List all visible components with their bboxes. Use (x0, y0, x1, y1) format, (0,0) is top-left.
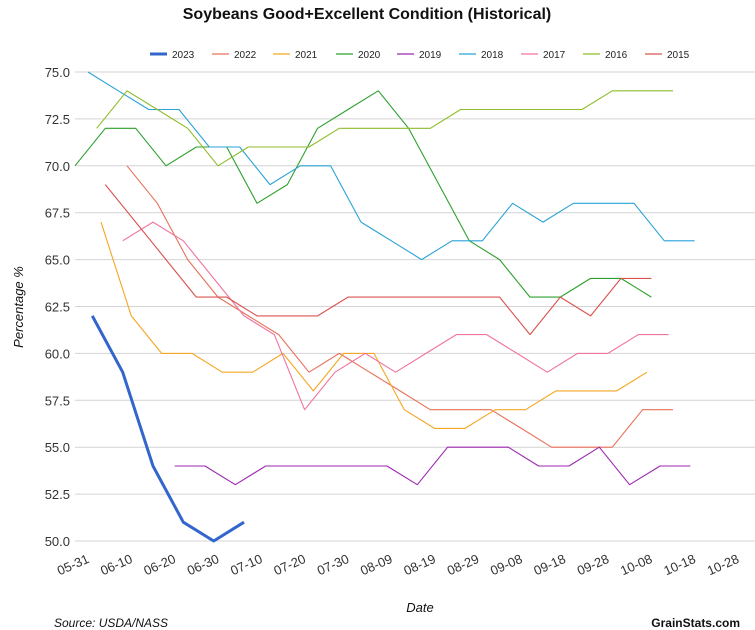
x-tick-label: 07-10 (228, 551, 264, 578)
x-tick-label: 08-19 (401, 551, 437, 578)
series-lines (74, 71, 695, 543)
x-tick-label: 06-30 (185, 551, 221, 578)
x-axis-label: Date (406, 600, 433, 615)
legend-label-2015: 2015 (667, 50, 690, 61)
x-tick-label: 06-10 (98, 551, 134, 578)
chart-title: Soybeans Good+Excellent Condition (Histo… (183, 6, 552, 23)
x-tick-label: 07-20 (271, 551, 307, 578)
source-note: Source: USDA/NASS (54, 616, 168, 630)
y-tick-label: 65.0 (45, 253, 70, 268)
series-line-2016 (96, 90, 673, 167)
x-tick-label: 06-20 (141, 551, 177, 578)
series-line-2015 (104, 184, 652, 336)
x-tick-label: 10-28 (705, 551, 741, 578)
y-tick-label: 57.5 (45, 393, 70, 408)
series-line-2019 (174, 446, 691, 486)
x-tick-label: 08-29 (445, 551, 481, 578)
series-line-2020 (74, 90, 652, 298)
y-tick-label: 70.0 (45, 159, 70, 174)
brand-label: GrainStats.com (651, 616, 740, 630)
series-line-2021 (100, 221, 648, 429)
y-tick-label: 67.5 (45, 206, 70, 221)
legend: 2023 2022 2021 2020 2019 2018 2017 2016 2015 (150, 50, 690, 61)
y-axis-ticks: 50.0 52.5 55.0 57.5 60.0 62.5 65.0 67.5 70.0 72.5… (45, 65, 70, 549)
y-tick-label: 75.0 (45, 65, 70, 80)
y-tick-label: 50.0 (45, 534, 70, 549)
legend-label-2016: 2016 (605, 50, 628, 61)
series-line-2023 (90, 315, 245, 543)
x-tick-label: 09-08 (488, 551, 524, 578)
legend-label-2023: 2023 (172, 50, 195, 61)
x-tick-label: 05-31 (55, 551, 91, 578)
x-tick-label: 09-28 (575, 551, 611, 578)
y-tick-label: 62.5 (45, 300, 70, 315)
x-tick-label: 10-18 (661, 551, 697, 578)
x-tick-label: 07-30 (315, 551, 351, 578)
x-tick-label: 10-08 (618, 551, 654, 578)
x-tick-label: 08-09 (358, 551, 394, 578)
y-tick-label: 60.0 (45, 346, 70, 361)
x-tick-label: 09-18 (531, 551, 567, 578)
y-axis-label: Percentage % (11, 266, 26, 348)
legend-label-2021: 2021 (295, 50, 318, 61)
legend-label-2018: 2018 (481, 50, 504, 61)
series-line-2017 (122, 221, 669, 411)
legend-label-2017: 2017 (543, 50, 566, 61)
y-tick-label: 52.5 (45, 487, 70, 502)
x-axis-ticks: 05-31 06-10 06-20 06-30 07-10 07-20 07-30 08-09… (55, 551, 741, 578)
y-tick-label: 72.5 (45, 112, 70, 127)
legend-label-2022: 2022 (234, 50, 257, 61)
series-line-2018 (87, 71, 695, 261)
legend-label-2020: 2020 (358, 50, 381, 61)
legend-label-2019: 2019 (419, 50, 442, 61)
y-tick-label: 55.0 (45, 440, 70, 455)
